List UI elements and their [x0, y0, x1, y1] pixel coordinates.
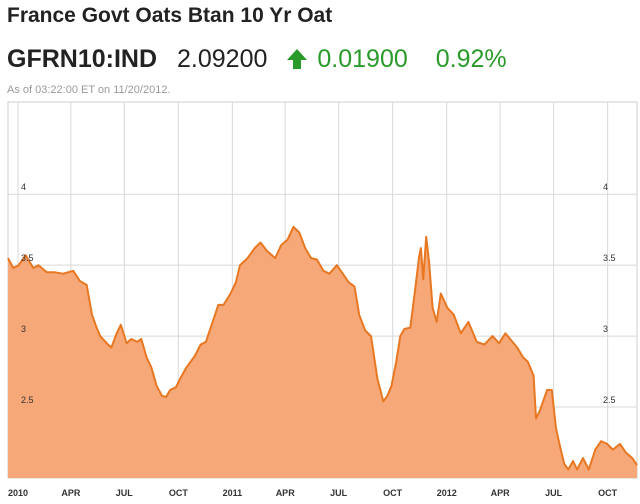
- x-tick-label: JUL: [545, 488, 563, 498]
- percent-change: 0.92%: [435, 44, 507, 73]
- x-tick-label: JUL: [116, 488, 134, 498]
- x-tick-label: APR: [61, 488, 81, 498]
- x-tick-label: OCT: [169, 488, 189, 498]
- area-series: [7, 225, 638, 478]
- x-tick-label: APR: [491, 488, 511, 498]
- y-tick-label-right: 4: [603, 182, 608, 192]
- x-tick-label: APR: [276, 488, 296, 498]
- y-tick-label-left: 3: [21, 324, 26, 334]
- as-of-timestamp: As of 03:22:00 ET on 11/20/2012.: [7, 84, 171, 96]
- yield-chart: 2.5 2.5 3 3 3.5 3.5 4 4 2010 APR JUL OCT 2011 APR JUL O…: [0, 100, 640, 504]
- series-line: [7, 225, 638, 471]
- x-tick-label: OCT: [383, 488, 403, 498]
- y-tick-label-right: 3.5: [603, 253, 616, 263]
- x-tick-label: 2011: [223, 488, 243, 498]
- y-tick-label-right: 2.5: [603, 395, 616, 405]
- axes: 2.5 2.5 3 3 3.5 3.5 4 4 2010 APR JUL OCT 2011 APR JUL O…: [8, 182, 618, 498]
- x-tick-label: OCT: [598, 488, 618, 498]
- last-price: 2.09200: [177, 44, 268, 73]
- y-tick-label-left: 4: [21, 182, 26, 192]
- price-change: 0.01900: [317, 44, 408, 73]
- x-tick-label: 2012: [437, 488, 457, 498]
- up-arrow-icon: [287, 49, 308, 69]
- quote-row: GFRN10:IND 2.09200 0.01900 0.92%: [7, 44, 507, 74]
- page-title: France Govt Oats Btan 10 Yr Oat: [7, 4, 333, 27]
- x-tick-label: 2010: [8, 488, 28, 498]
- y-tick-label-left: 3.5: [21, 253, 34, 263]
- y-tick-label-left: 2.5: [21, 395, 34, 405]
- y-tick-label-right: 3: [603, 324, 608, 334]
- x-tick-label: JUL: [330, 488, 348, 498]
- ticker-symbol: GFRN10:IND: [7, 44, 158, 73]
- chart-svg: 2.5 2.5 3 3 3.5 3.5 4 4 2010 APR JUL OCT 2011 APR JUL O…: [7, 101, 638, 498]
- series-area-fill: [8, 226, 637, 478]
